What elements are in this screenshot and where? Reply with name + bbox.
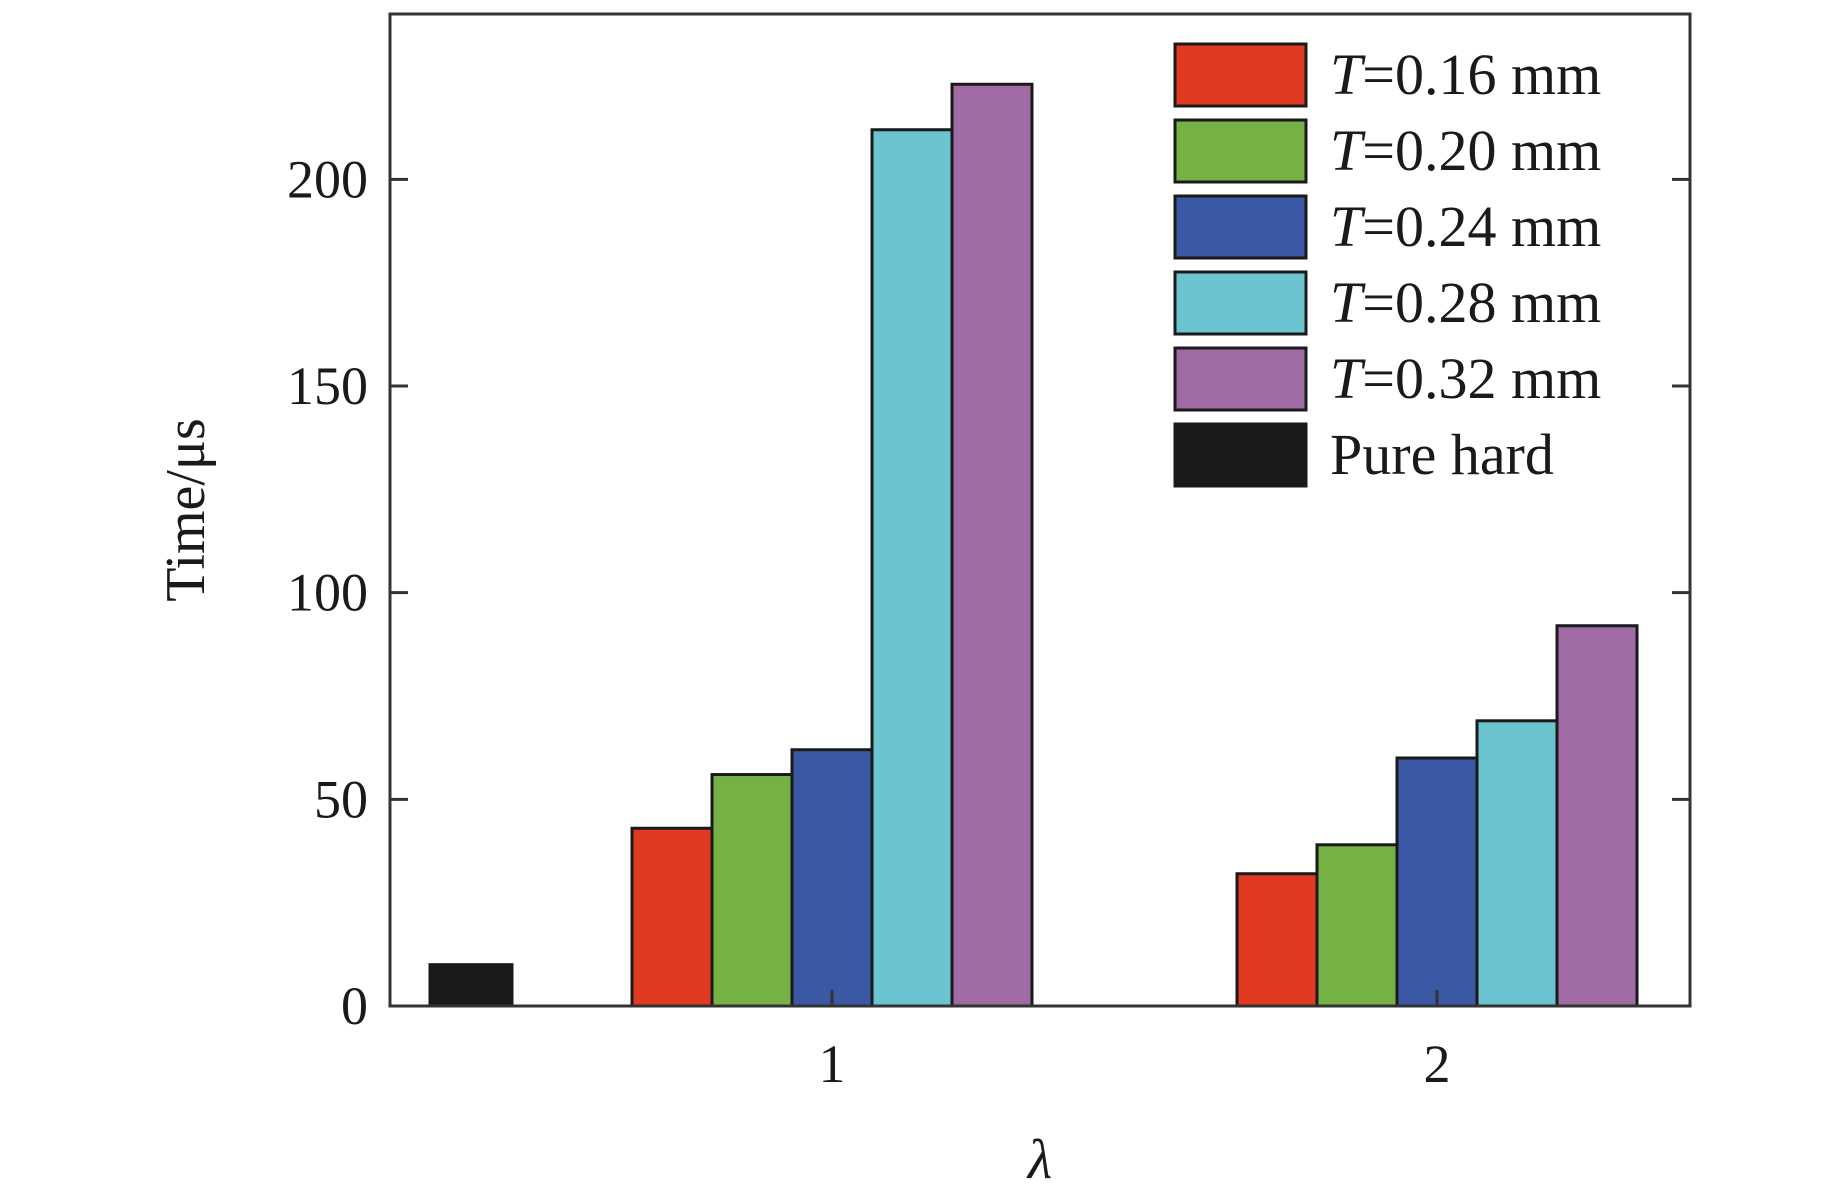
legend-label-variable: T	[1330, 270, 1366, 335]
y-axis-title: Time/μs	[155, 418, 217, 602]
bar	[710, 773, 794, 1008]
y-tick-label: 100	[287, 563, 368, 623]
x-tick-label: 2	[1424, 1034, 1451, 1094]
legend-label-value: =0.24 mm	[1362, 194, 1601, 259]
y-tick-label: 150	[287, 356, 368, 416]
legend-label-variable: T	[1330, 194, 1366, 259]
x-tick-label: 1	[819, 1034, 846, 1094]
legend-label-variable: T	[1330, 346, 1366, 411]
legend-label: T=0.24 mm	[1330, 194, 1601, 259]
legend-swatch	[1173, 118, 1308, 184]
legend-swatch	[1173, 270, 1308, 336]
bar	[1395, 756, 1479, 1008]
legend-label-variable: T	[1330, 118, 1366, 183]
legend-swatch	[1173, 42, 1308, 108]
bar	[950, 82, 1034, 1008]
bar	[1475, 719, 1559, 1008]
y-tick-label: 0	[341, 976, 368, 1036]
legend-swatch	[1173, 194, 1308, 260]
legend-label-value: =0.20 mm	[1362, 118, 1601, 183]
x-axis-title: λ	[1026, 1129, 1052, 1191]
legend-label-value: =0.16 mm	[1362, 42, 1601, 107]
legend-label: T=0.20 mm	[1330, 118, 1601, 183]
bar	[630, 826, 714, 1008]
y-tick-label: 200	[287, 149, 368, 209]
legend-swatch	[1173, 422, 1308, 488]
y-tick-label: 50	[314, 769, 368, 829]
legend-label: T=0.28 mm	[1330, 270, 1601, 335]
legend: T=0.16 mmT=0.20 mmT=0.24 mmT=0.28 mmT=0.…	[1173, 42, 1601, 488]
legend-label-value: =0.32 mm	[1362, 346, 1601, 411]
y-axis: 0 50 100 150 200	[287, 149, 1690, 1036]
bar	[790, 748, 874, 1008]
bar	[1235, 872, 1319, 1008]
legend-label: T=0.32 mm	[1330, 346, 1601, 411]
legend-label: Pure hard	[1330, 422, 1554, 487]
bar	[1555, 624, 1639, 1008]
plot-frame	[388, 12, 1692, 1008]
legend-label-value: =0.28 mm	[1362, 270, 1601, 335]
bar	[1315, 843, 1399, 1008]
bar	[870, 128, 954, 1008]
legend-label: T=0.16 mm	[1330, 42, 1601, 107]
legend-label-variable: T	[1330, 42, 1366, 107]
bar-pure-hard	[428, 963, 514, 1008]
legend-swatch	[1173, 346, 1308, 412]
